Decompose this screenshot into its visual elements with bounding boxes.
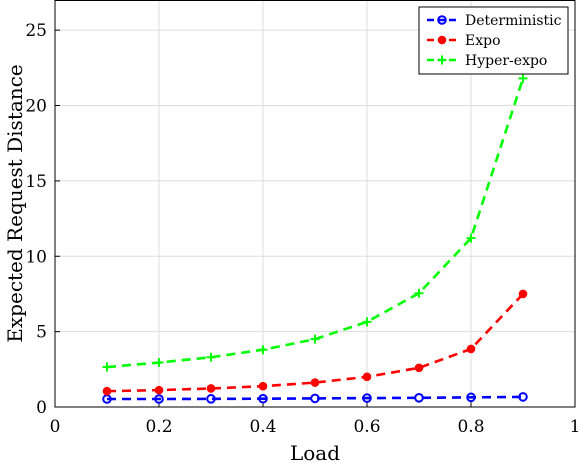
legend-item-deterministic: Deterministic [427,13,562,29]
x-tick-label: 0.8 [457,417,484,437]
series-point-deterministic-marker [362,393,372,403]
series-point-expo-marker [258,381,268,391]
x-tick-label: 0.4 [249,417,276,437]
plot-frame [54,0,576,408]
series-point-deterministic-marker [466,392,476,403]
series-point-deterministic-marker [414,393,424,403]
y-tick-label: 25 [25,21,47,41]
legend: Deterministic Expo Hyper-expo [418,6,569,75]
series-point-expo-marker [102,386,112,396]
series-point-expo-marker [518,289,528,299]
series-point-deterministic-marker [310,393,320,404]
legend-label: Hyper-expo [465,53,547,69]
series-point-hyper-expo-marker [154,358,164,368]
legend-label: Deterministic [465,13,562,29]
series-layer [102,73,528,404]
series-point-hyper-expo-marker [258,345,268,355]
legend-item-hyper-expo: Hyper-expo [427,53,547,69]
y-axis-label: Expected Request Distance [3,64,27,342]
series-point-hyper-expo-marker [466,233,476,243]
series-point-hyper-expo-marker [102,362,112,372]
x-tick-label: 1 [570,417,581,437]
legend-label: Expo [465,33,501,49]
series-line-expo [106,293,524,393]
y-tick-label: 10 [25,247,47,267]
series-point-expo-marker [154,385,164,395]
legend-swatch-marker [437,55,447,65]
legend-swatch-marker [437,15,447,25]
series-hyper-expo [102,73,528,372]
series-line-deterministic [107,395,524,401]
series-point-expo-marker [362,372,372,382]
y-tick-label: 0 [36,398,47,418]
series-expo [102,289,528,396]
y-tick-label: 20 [25,97,47,117]
series-point-expo-marker [310,378,320,387]
series-point-hyper-expo-marker [414,288,424,298]
series-point-deterministic-marker [518,392,528,402]
series-point-expo-marker [466,344,476,354]
y-tick-label: 5 [36,323,47,343]
series-line-hyper-expo [106,77,525,369]
series-point-deterministic-marker [154,394,164,404]
x-tick-label: 0.2 [145,417,172,437]
series-point-hyper-expo-marker [206,352,216,362]
series-point-expo-marker [206,384,216,393]
series-point-hyper-expo-marker [310,334,320,344]
x-tick-label: 0 [50,417,61,437]
legend-swatch-marker [437,35,447,45]
series-point-hyper-expo-marker [518,73,528,83]
legend-item-expo: Expo [427,33,501,49]
series-point-expo-marker [414,363,424,373]
series-point-hyper-expo-marker [362,317,372,327]
y-tick-label: 15 [25,172,47,192]
x-tick-label: 0.6 [353,417,380,437]
series-point-deterministic-marker [206,394,216,404]
series-deterministic [102,392,528,404]
series-point-deterministic-marker [258,393,268,404]
x-axis-label: Load [290,441,340,463]
